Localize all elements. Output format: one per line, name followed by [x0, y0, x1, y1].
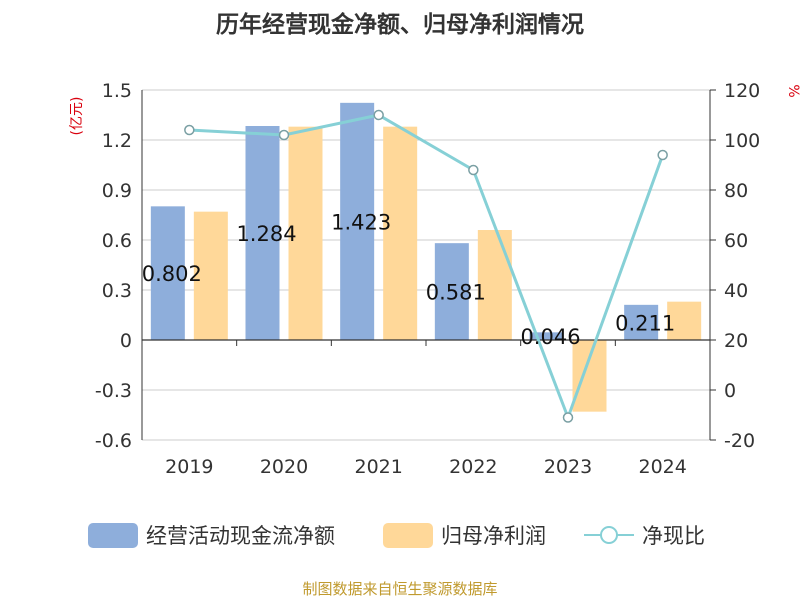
bar-cash-flow	[340, 102, 375, 340]
bar-cash-flow	[150, 206, 185, 340]
right-tick-label: 40	[724, 280, 748, 302]
left-axis-unit: (亿元)	[69, 97, 85, 136]
bar-cash-flow	[434, 243, 469, 340]
ratio-line	[189, 113, 665, 422]
x-tick-label: 2024	[638, 456, 686, 478]
right-tick-label: 100	[724, 130, 760, 152]
ratio-point	[468, 164, 479, 176]
ratio-point	[373, 109, 384, 121]
x-tick-label: 2022	[449, 456, 497, 478]
data-label: 1.423	[331, 210, 391, 234]
legend-cash-flow-label: 经营活动现金流净额	[146, 524, 335, 548]
legend-ratio-swatch-marker	[600, 526, 618, 544]
x-tick-label: 2021	[354, 456, 402, 478]
footer-source: 制图数据来自恒生聚源数据库	[302, 580, 497, 598]
legend: 经营活动现金流净额 归母净利润 净现比	[88, 523, 705, 548]
right-axis-unit: %	[785, 84, 800, 97]
bar-net-profit	[288, 126, 323, 341]
legend-net-profit-label: 归母净利润	[441, 524, 546, 548]
right-tick-label: -20	[724, 430, 755, 452]
bar-net-profit	[667, 301, 702, 340]
bars-layer	[150, 102, 702, 412]
ratio-point	[278, 129, 290, 141]
left-tick-label: 0.3	[102, 280, 132, 302]
bar-cash-flow	[529, 332, 564, 340]
x-tick-label: 2023	[544, 456, 592, 478]
right-tick-label: 60	[724, 230, 748, 252]
ratio-point	[184, 124, 195, 136]
legend-cash-flow-swatch	[88, 523, 138, 548]
left-tick-label: 0	[120, 330, 132, 352]
legend-ratio-label: 净现比	[642, 524, 705, 548]
ratio-point	[657, 149, 668, 161]
data-label: 0.046	[520, 325, 580, 349]
bar-net-profit	[383, 126, 418, 341]
data-label: 0.802	[142, 262, 202, 286]
right-tick-label: 120	[724, 80, 760, 102]
right-tick-label: 20	[724, 330, 748, 352]
data-label: 1.284	[236, 222, 296, 246]
axis-layer: 1.5 1.2 0.9 0.6 0.3 0 -0.3 -0.6 120 100 80 60 40 20 0 -…	[95, 80, 760, 478]
label-layer: 0.802 1.284 1.423 0.581 0.046 0.211	[142, 210, 675, 349]
legend-net-profit-swatch	[383, 523, 433, 548]
bar-net-profit	[477, 230, 512, 340]
data-label: 0.581	[426, 281, 486, 305]
bar-cash-flow	[624, 304, 659, 340]
left-tick-label: 0.6	[102, 230, 132, 252]
left-tick-label: 1.5	[102, 80, 132, 102]
x-tick-label: 2020	[260, 456, 308, 478]
right-tick-label: 80	[724, 180, 748, 202]
bar-cash-flow	[245, 126, 280, 340]
bar-net-profit	[572, 340, 607, 412]
left-tick-label: -0.6	[95, 430, 132, 452]
line-layer	[184, 109, 668, 423]
right-tick-label: 0	[724, 380, 736, 402]
bar-net-profit	[193, 211, 228, 340]
left-tick-label: 1.2	[102, 130, 132, 152]
data-label: 0.211	[615, 311, 675, 335]
ratio-point	[562, 412, 574, 423]
x-tick-label: 2019	[165, 456, 213, 478]
chart-title: 历年经营现金净额、归母净利润情况	[216, 11, 584, 38]
left-tick-label: 0.9	[102, 180, 132, 202]
left-tick-label: -0.3	[95, 380, 132, 402]
